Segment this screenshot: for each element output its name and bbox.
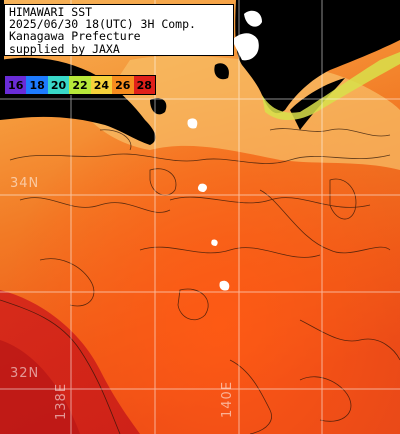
lat-label-32n: 32N bbox=[10, 366, 40, 381]
legend-cell-24: 24 bbox=[90, 76, 113, 94]
isotherm-contours bbox=[0, 128, 400, 434]
land-islet-2 bbox=[214, 63, 229, 80]
map-title-box: HIMAWARI SST 2025/06/30 18(UTC) 3H Comp.… bbox=[4, 4, 234, 56]
cloud-patch bbox=[197, 183, 207, 192]
legend-cell-18: 18 bbox=[26, 76, 48, 94]
legend-cell-26: 26 bbox=[112, 76, 134, 94]
legend-cell-20: 20 bbox=[47, 76, 70, 94]
land-islet bbox=[150, 98, 167, 115]
warm-current-core bbox=[0, 340, 80, 434]
title-line-3: Kanagawa Prefecture bbox=[9, 29, 141, 44]
title-line-4: supplied by JAXA bbox=[9, 41, 120, 56]
lat-label-34n: 34N bbox=[10, 176, 40, 191]
cloud-patch bbox=[219, 280, 230, 291]
cloud-patch bbox=[244, 10, 262, 27]
temperature-legend: 16 18 20 22 24 26 28 bbox=[4, 75, 156, 95]
coastal-fringe bbox=[262, 52, 400, 121]
cloud-patch bbox=[211, 239, 218, 246]
legend-cell-16: 16 bbox=[5, 76, 27, 94]
lon-label-138e: 138E bbox=[54, 382, 69, 420]
legend-cell-28: 28 bbox=[133, 76, 155, 94]
legend-cell-22: 22 bbox=[69, 76, 91, 94]
cloud-patch bbox=[187, 118, 198, 129]
lon-label-140e: 140E bbox=[220, 380, 235, 418]
title-line-2: 2025/06/30 18(UTC) 3H Comp. bbox=[9, 17, 196, 32]
land-kanto bbox=[235, 0, 400, 114]
land-edge bbox=[0, 0, 4, 60]
title-line-1: HIMAWARI SST bbox=[9, 5, 93, 19]
